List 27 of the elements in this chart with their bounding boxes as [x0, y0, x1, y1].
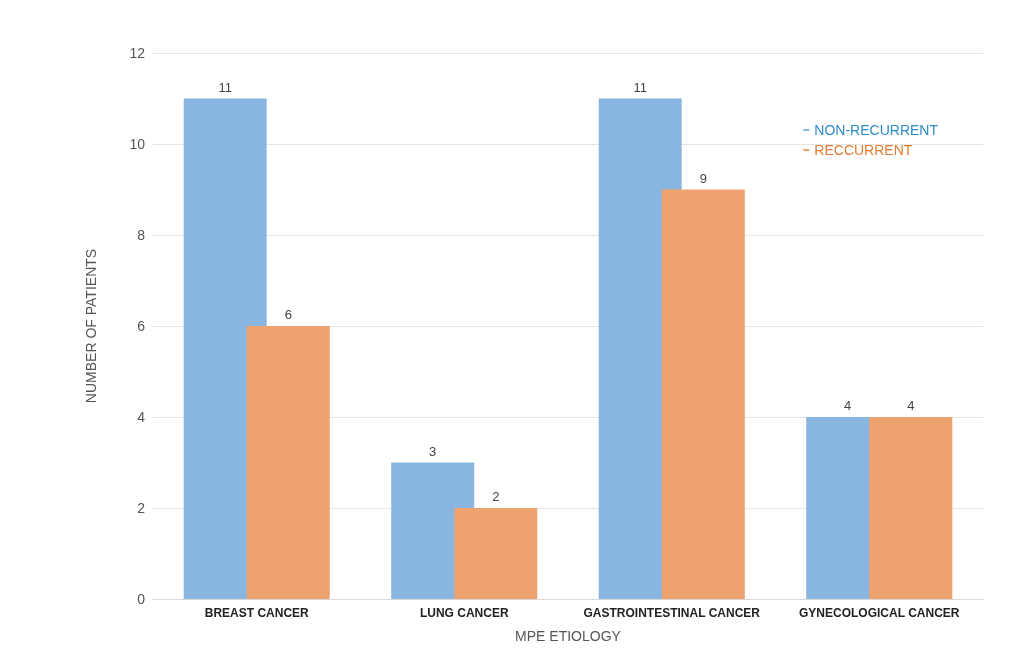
legend-label: RECCURRENT: [814, 142, 913, 158]
data-label: 6: [284, 307, 292, 322]
x-tick-label: LUNG CANCER: [419, 606, 509, 620]
data-label: 4: [844, 398, 852, 413]
y-tick-label: 4: [137, 409, 146, 425]
y-tick-label: 10: [129, 136, 146, 152]
y-tick-label: 8: [137, 227, 146, 243]
data-label: 2: [492, 489, 500, 504]
bar: [661, 189, 745, 599]
x-axis-title: MPE ETIOLOGY: [515, 628, 622, 644]
x-tick-label: GYNECOLOGICAL CANCER: [799, 606, 960, 620]
bar: [246, 326, 330, 599]
y-axis-title: NUMBER OF PATIENTS: [83, 248, 99, 404]
data-label: 11: [218, 79, 232, 95]
data-label: 9: [699, 170, 707, 186]
data-label: 3: [429, 443, 437, 459]
x-tick-label: GASTROINTESTINAL CANCER: [583, 606, 761, 620]
bar: [454, 508, 538, 599]
y-tick-label: 6: [137, 318, 146, 334]
data-label: 4: [907, 398, 915, 413]
bar: [869, 417, 953, 599]
y-tick-label: 0: [137, 591, 146, 607]
y-tick-label: 12: [129, 45, 146, 61]
y-tick-label: 2: [137, 500, 146, 516]
x-tick-label: BREAST CANCER: [204, 606, 310, 620]
legend-label: NON-RECURRENT: [814, 122, 939, 138]
data-label: 11: [633, 79, 647, 95]
